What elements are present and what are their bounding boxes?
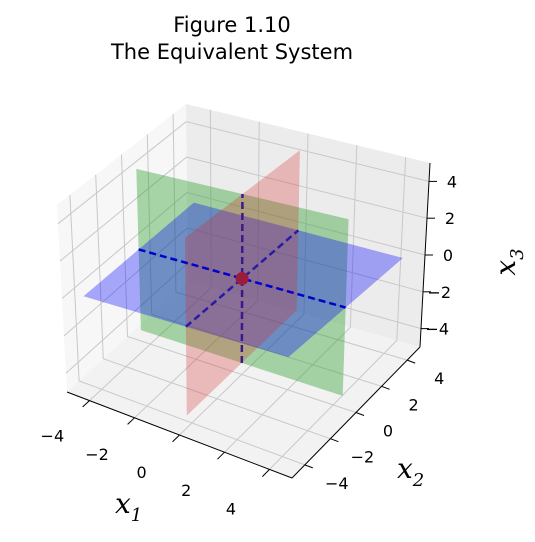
x2-tick-label: 2 — [409, 395, 419, 414]
gridline-y — [172, 114, 408, 361]
gridline-x — [269, 157, 407, 470]
x1-axis-label: x1 — [115, 487, 142, 526]
x1-tick-label: 2 — [181, 481, 191, 500]
chart-title: Figure 1.10 — [173, 13, 291, 37]
x2-tick — [407, 359, 416, 364]
x2-tick — [330, 438, 339, 443]
x3-tick-label: 4 — [447, 172, 457, 191]
gridline-z — [57, 121, 430, 225]
line-along-x1 — [138, 248, 346, 309]
x3-tick-label: −4 — [425, 320, 449, 339]
x1-tick-label: 4 — [226, 499, 236, 518]
x3-tick-label: −2 — [427, 283, 451, 302]
x1-tick — [82, 400, 90, 408]
x1-tick — [217, 451, 225, 460]
x2-tick-label: 4 — [434, 369, 444, 388]
gridline-z — [61, 191, 426, 299]
solution-point — [235, 272, 249, 285]
gridline-x — [134, 121, 260, 419]
gridline-y — [95, 174, 331, 440]
x1-tick — [262, 469, 270, 477]
back-right-pane — [186, 104, 430, 347]
chart-subtitle: The Equivalent System — [110, 40, 353, 64]
x1-tick — [127, 417, 135, 425]
gridline-y — [69, 194, 305, 466]
x2-tick — [355, 412, 365, 416]
x2-axis-label-subscript: 2 — [412, 470, 424, 491]
x1-tick-label: 0 — [137, 463, 147, 482]
x3-axis-label: x3 — [489, 248, 528, 275]
x3-axis-label-subscript: 3 — [507, 248, 528, 259]
gridline-y — [121, 154, 357, 413]
x2-tick-label: 0 — [383, 422, 393, 441]
x1-axis-label-subscript: 1 — [131, 505, 142, 526]
x1-tick-label: −4 — [41, 427, 65, 446]
gridline-x — [179, 133, 309, 436]
x2-tick — [304, 464, 313, 469]
x1-tick-label: −2 — [85, 445, 109, 464]
x2-tick — [381, 385, 390, 390]
gridline-x — [224, 145, 358, 453]
gridline-z — [63, 227, 424, 337]
x2-axis-label: x2 — [397, 452, 424, 491]
line-along-x3 — [240, 194, 244, 363]
line-along-x2 — [185, 229, 300, 328]
x1-tick — [172, 434, 180, 443]
gridline-x — [89, 109, 212, 401]
x2-tick-label: −2 — [351, 448, 375, 467]
back-left-pane — [57, 104, 188, 392]
gridline-y — [146, 134, 382, 387]
floor-pane — [67, 281, 420, 478]
x3-tick-label: 2 — [445, 209, 455, 228]
gridline-z — [59, 156, 428, 262]
x3-tick-label: 0 — [443, 246, 453, 265]
x2-tick-label: −4 — [325, 474, 349, 493]
